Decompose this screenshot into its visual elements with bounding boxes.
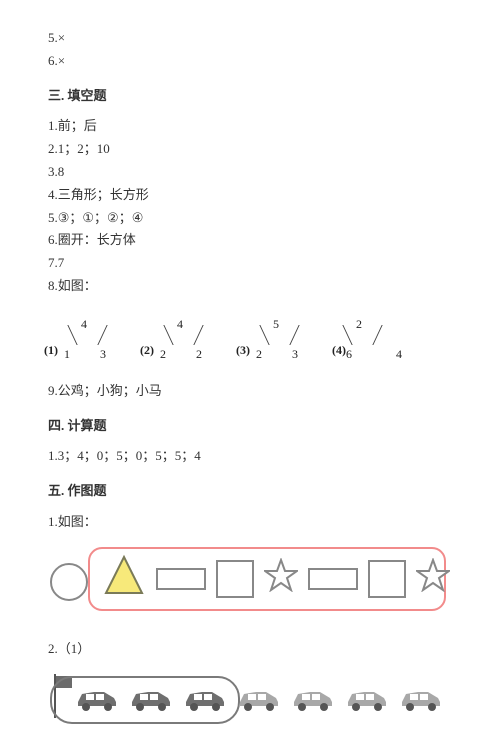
rect-icon bbox=[308, 568, 358, 590]
ans-5: 5.× bbox=[48, 28, 452, 49]
sec3-items: 1.前；后2.1；2；103.84.三角形；长方形5.③；①；②；④6.圈开：长… bbox=[48, 116, 452, 296]
sec5-item1: 1.如图： bbox=[48, 512, 452, 533]
sec3-item: 2.1；2；10 bbox=[48, 139, 452, 160]
sec3-item: 7.7 bbox=[48, 253, 452, 274]
sec3-item9: 9.公鸡；小狗；小马 bbox=[48, 381, 452, 402]
sec4-title: 四. 计算题 bbox=[48, 416, 452, 437]
rect-icon bbox=[216, 560, 254, 598]
car-icon bbox=[182, 686, 228, 712]
sec3-item: 3.8 bbox=[48, 162, 452, 183]
star-icon bbox=[416, 558, 450, 592]
rect-icon bbox=[368, 560, 406, 598]
sec5-title: 五. 作图题 bbox=[48, 481, 452, 502]
car-icon bbox=[128, 686, 174, 712]
car-icon bbox=[344, 686, 390, 712]
car-icon bbox=[398, 686, 444, 712]
number-tree: (4)264 bbox=[336, 315, 406, 361]
shapes-ring bbox=[88, 547, 446, 611]
rect-icon bbox=[156, 568, 206, 590]
number-tree: (1)413 bbox=[48, 315, 118, 361]
sec3-title: 三. 填空题 bbox=[48, 86, 452, 107]
number-tree: (2)422 bbox=[144, 315, 214, 361]
cars-row bbox=[74, 686, 444, 719]
sec5-item2: 2.（1） bbox=[48, 639, 452, 660]
shapes-figure bbox=[48, 545, 452, 617]
car-icon bbox=[290, 686, 336, 712]
triangle-icon bbox=[102, 553, 146, 597]
car-icon bbox=[74, 686, 120, 712]
sec4-line: 1.3；4；0；5；0；5；5；4 bbox=[48, 446, 452, 467]
sec3-item: 6.圈开：长方体 bbox=[48, 230, 452, 251]
number-tree: (3)523 bbox=[240, 315, 310, 361]
sec3-item: 4.三角形；长方形 bbox=[48, 185, 452, 206]
car-icon bbox=[236, 686, 282, 712]
cars-figure bbox=[48, 670, 452, 730]
sec3-item: 5.③；①；②；④ bbox=[48, 208, 452, 229]
number-trees: (1)413 (2)422 (3)523 (4)264 bbox=[48, 315, 452, 361]
sec3-item: 1.前；后 bbox=[48, 116, 452, 137]
sec3-item: 8.如图： bbox=[48, 276, 452, 297]
ans-6: 6.× bbox=[48, 51, 452, 72]
circle-outside-icon bbox=[50, 563, 88, 601]
star-icon bbox=[264, 558, 298, 592]
answers-top: 5.× 6.× bbox=[48, 28, 452, 72]
